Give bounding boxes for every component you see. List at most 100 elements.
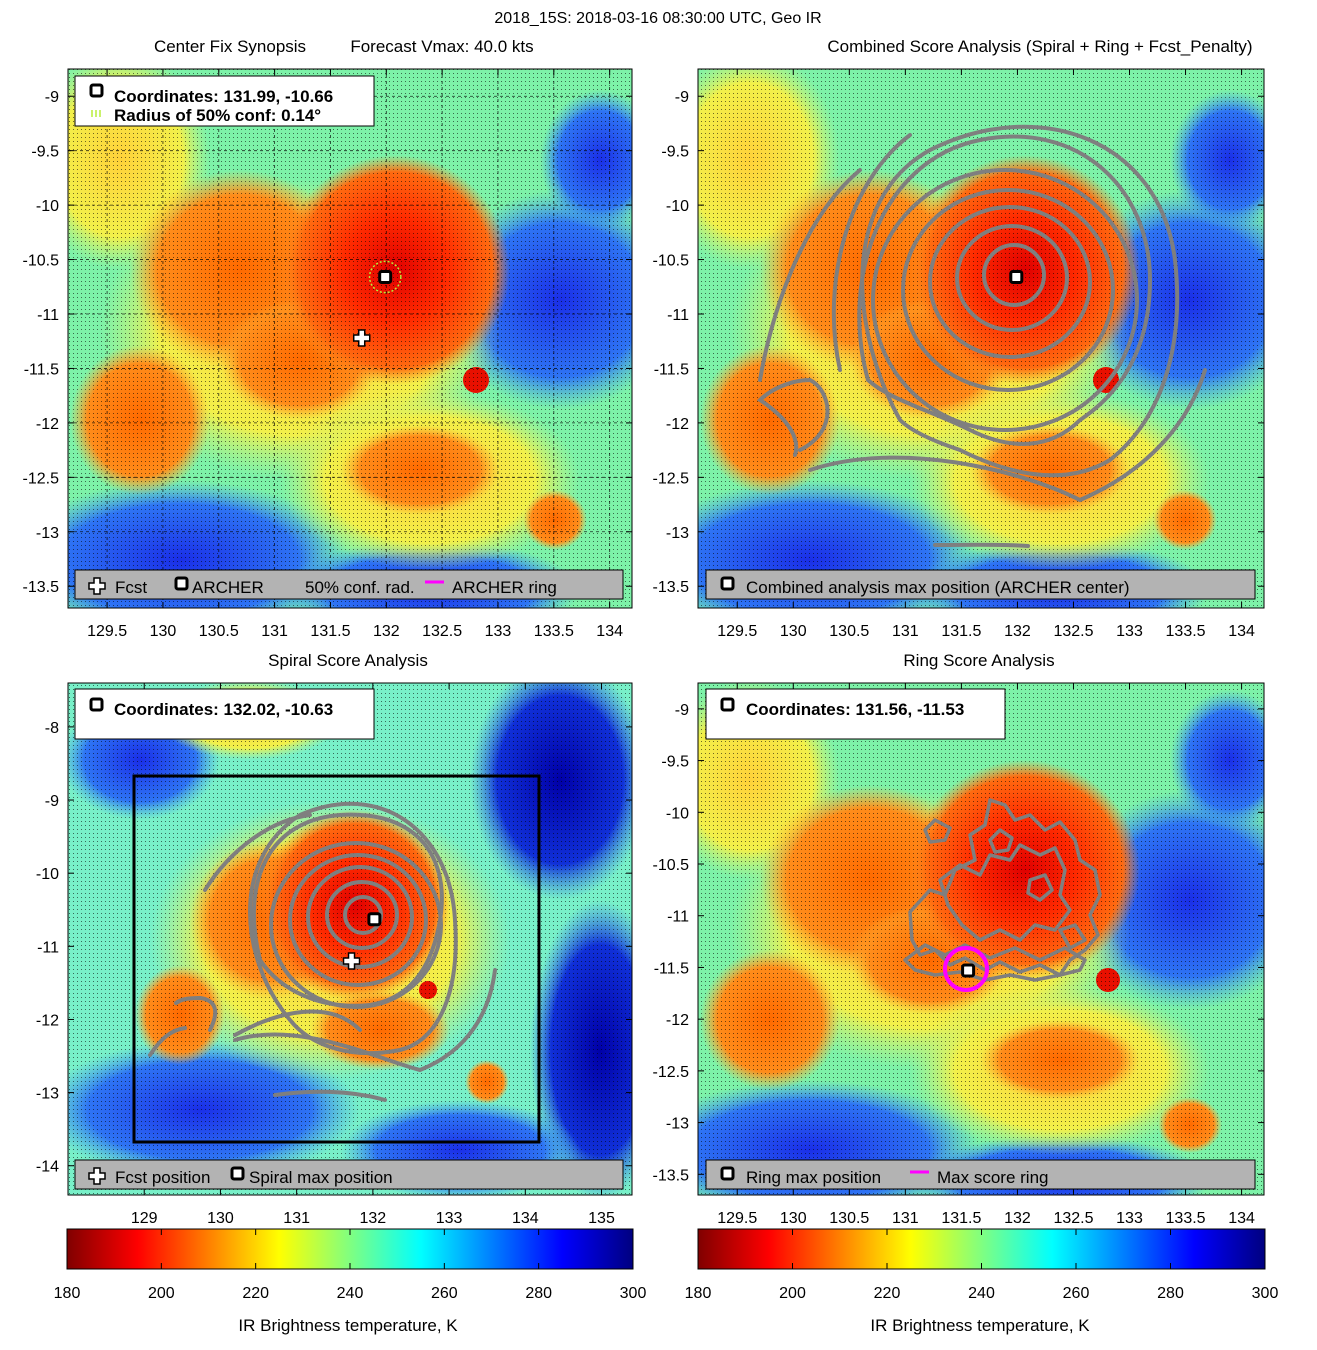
colorbar-tick-label: 220 bbox=[242, 1285, 269, 1302]
archer-center-marker bbox=[378, 269, 393, 284]
spiral-axes: 129 130 131 132 133 134 135 -8 -9 -10 -11 -12 -13 -14 bbox=[36, 682, 633, 1227]
combined-frame bbox=[697, 68, 1265, 609]
combined-panel bbox=[698, 69, 1264, 608]
legend-ring-max-icon bbox=[720, 1166, 735, 1181]
synopsis-legend: Fcst ARCHER 50% conf. rad. ARCHER ring bbox=[74, 569, 624, 600]
colorbar-right-label: IR Brightness temperature, K bbox=[870, 1316, 1090, 1335]
y-tick-label: -11 bbox=[37, 939, 59, 956]
y-tick-label: -12.5 bbox=[653, 1064, 690, 1081]
x-tick-label: 133 bbox=[485, 623, 512, 640]
conf-radius-circle bbox=[368, 260, 402, 294]
ring-coordinates: Coordinates: 131.56, -11.53 bbox=[746, 700, 964, 719]
synopsis-ir-image bbox=[68, 69, 632, 608]
spiral-title: Spiral Score Analysis bbox=[268, 651, 428, 670]
ring-max-score-ring bbox=[943, 946, 989, 992]
colorbar-tick-label: 200 bbox=[148, 1285, 175, 1302]
colorbar-right: 180 200 220 240 260 280 300 IR Brightness temp… bbox=[685, 1228, 1279, 1335]
x-tick-label: 130 bbox=[207, 1210, 234, 1227]
x-tick-label: 130 bbox=[780, 623, 807, 640]
combined-axes: 129.5 130 130.5 131 131.5 132 132.5 133 133.5 134… bbox=[653, 68, 1265, 640]
y-tick-label: -10.5 bbox=[653, 253, 690, 270]
colorbar-tick-label: 280 bbox=[1157, 1285, 1184, 1302]
y-tick-label: -12.5 bbox=[653, 470, 690, 487]
colorbar-tick-label: 200 bbox=[779, 1285, 806, 1302]
y-tick-label: -11.5 bbox=[24, 361, 59, 378]
y-tick-label: -11.5 bbox=[654, 960, 689, 977]
ring-info-box: Coordinates: 131.56, -11.53 bbox=[705, 688, 1006, 740]
suptitle: 2018_15S: 2018-03-16 08:30:00 UTC, Geo I… bbox=[494, 10, 821, 27]
spiral-score-contours bbox=[148, 801, 497, 1102]
x-tick-label: 134 bbox=[1228, 623, 1255, 640]
x-tick-label: 131.5 bbox=[310, 623, 350, 640]
legend-combined-max: Combined analysis max position (ARCHER c… bbox=[746, 578, 1130, 597]
conf-radius-icon bbox=[91, 110, 101, 117]
y-tick-label: -10 bbox=[36, 866, 59, 883]
y-tick-label: -12 bbox=[666, 416, 689, 433]
colorbar-tick-label: 240 bbox=[337, 1285, 364, 1302]
colorbar-tick-label: 180 bbox=[685, 1285, 712, 1302]
legend-spiral-max: Spiral max position bbox=[249, 1168, 393, 1187]
y-tick-label: -13 bbox=[36, 1086, 59, 1103]
spiral-max-icon bbox=[89, 697, 104, 712]
x-tick-label: 131.5 bbox=[941, 623, 981, 640]
y-tick-label: -9.5 bbox=[31, 144, 59, 161]
x-tick-label: 131 bbox=[892, 623, 919, 640]
spiral-frame bbox=[67, 682, 633, 1196]
spiral-max-marker bbox=[367, 912, 382, 927]
x-tick-label: 134 bbox=[1228, 1210, 1255, 1227]
x-tick-label: 130 bbox=[780, 1210, 807, 1227]
y-tick-label: -10.5 bbox=[23, 253, 60, 270]
fcst-marker bbox=[352, 329, 371, 347]
x-tick-label: 135 bbox=[588, 1210, 615, 1227]
y-tick-label: -11 bbox=[37, 307, 59, 324]
colorbar-tick-label: 300 bbox=[1252, 1285, 1279, 1302]
y-tick-label: -9 bbox=[675, 89, 689, 106]
ring-legend: Ring max position Max score ring bbox=[705, 1159, 1256, 1190]
synopsis-frame bbox=[67, 68, 633, 609]
combined-score-contours bbox=[756, 124, 1207, 548]
x-tick-label: 132.5 bbox=[1053, 623, 1093, 640]
y-tick-label: -11.5 bbox=[654, 361, 689, 378]
spiral-info-box: Coordinates: 132.02, -10.63 bbox=[74, 688, 375, 740]
x-tick-label: 134 bbox=[596, 623, 623, 640]
x-tick-label: 132 bbox=[373, 623, 400, 640]
x-tick-label: 133.5 bbox=[1166, 1210, 1206, 1227]
ring-panel bbox=[698, 683, 1264, 1195]
y-tick-label: -8 bbox=[45, 720, 59, 737]
x-tick-label: 134 bbox=[512, 1210, 539, 1227]
fcst-cross-icon bbox=[88, 577, 106, 595]
legend-max-score-ring: Max score ring bbox=[937, 1168, 1048, 1187]
colorbar-tick-label: 180 bbox=[54, 1285, 81, 1302]
legend-ring-max: Ring max position bbox=[746, 1168, 881, 1187]
spiral-coordinates: Coordinates: 132.02, -10.63 bbox=[114, 700, 333, 719]
archer-marker-icon bbox=[89, 83, 104, 98]
x-tick-label: 131.5 bbox=[941, 1210, 981, 1227]
y-tick-label: -9.5 bbox=[661, 754, 689, 771]
x-tick-label: 133.5 bbox=[534, 623, 574, 640]
y-tick-label: -12 bbox=[36, 416, 59, 433]
spiral-search-box bbox=[132, 774, 541, 1144]
y-tick-label: -9 bbox=[45, 89, 59, 106]
colorbar-tick-label: 260 bbox=[1063, 1285, 1090, 1302]
x-tick-label: 132 bbox=[1004, 623, 1031, 640]
spiral-legend: Fcst position Spiral max position bbox=[74, 1159, 624, 1190]
y-tick-label: -9 bbox=[45, 793, 59, 810]
y-tick-label: -10 bbox=[36, 198, 59, 215]
y-tick-label: -10 bbox=[666, 805, 689, 822]
legend-spiral-icon bbox=[230, 1166, 245, 1181]
colorbar-left-label: IR Brightness temperature, K bbox=[238, 1316, 458, 1335]
synopsis-coordinates: Coordinates: 131.99, -10.66 bbox=[114, 87, 333, 106]
ring-max-icon bbox=[720, 697, 735, 712]
legend-archer-ring: ARCHER ring bbox=[452, 578, 557, 597]
synopsis-title-left: Center Fix Synopsis bbox=[154, 37, 306, 56]
spiral-fcst-cross-icon bbox=[88, 1167, 106, 1185]
y-tick-label: -12 bbox=[36, 1012, 59, 1029]
y-tick-label: -9.5 bbox=[661, 144, 689, 161]
colorbar-tick-label: 300 bbox=[620, 1285, 647, 1302]
spiral-panel bbox=[68, 683, 632, 1195]
y-tick-label: -13.5 bbox=[653, 579, 690, 596]
colorbar-tick-label: 260 bbox=[431, 1285, 458, 1302]
x-tick-label: 129.5 bbox=[717, 1210, 757, 1227]
ring-ir-image bbox=[698, 683, 1264, 1195]
